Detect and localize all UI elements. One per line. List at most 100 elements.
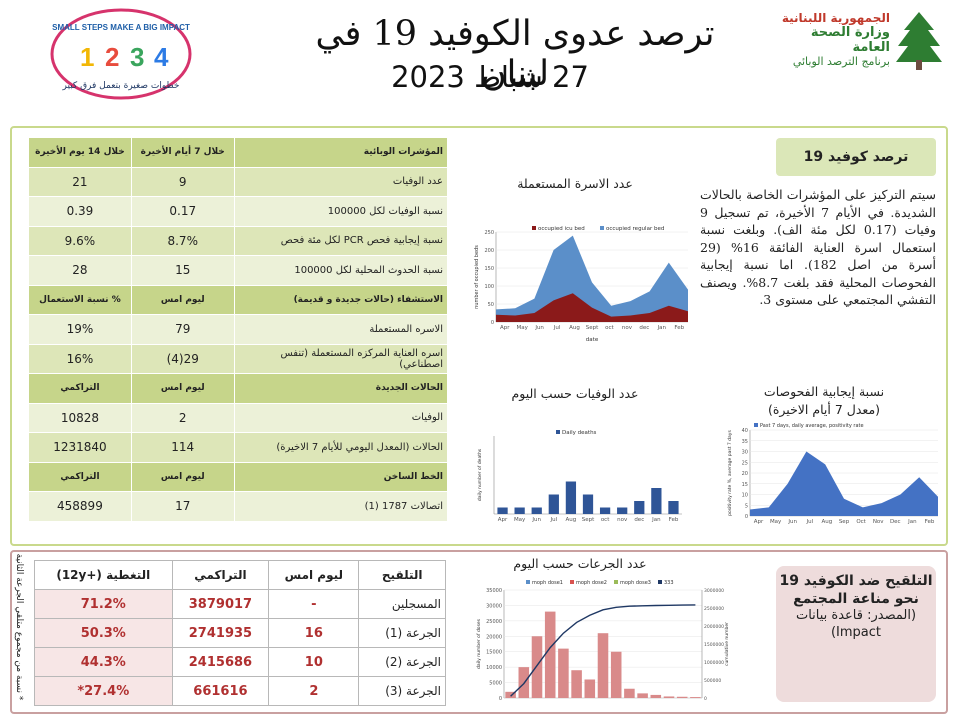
table-header-cell: ليوم امس bbox=[268, 560, 360, 590]
campaign-en-text: SMALL STEPS MAKE A BIG IMPACT bbox=[52, 23, 190, 32]
table-cell: 2741935 bbox=[171, 618, 270, 648]
x-tick-label: dec bbox=[639, 325, 649, 331]
table-header-cell: التغطية (+12y) bbox=[34, 560, 173, 590]
coverage-footnote-text: * نسبة من مجموع متلقي الجرعة الثانية bbox=[14, 553, 24, 701]
x-tick-label: Jun bbox=[787, 519, 797, 525]
svg-text:1: 1 bbox=[80, 42, 94, 72]
x-tick-label: Sept bbox=[582, 517, 595, 523]
table-header-cell: ليوم امس bbox=[130, 461, 235, 492]
table-cell: عدد الوفيات bbox=[233, 166, 449, 197]
bar bbox=[531, 636, 543, 698]
surveillance-panel bbox=[10, 126, 948, 546]
table-cell: 2 bbox=[268, 676, 360, 706]
table-cell: 0.17 bbox=[130, 196, 235, 227]
table-row: الجرعة (1) 16 2741935 50.3% bbox=[34, 618, 446, 648]
svg-text:3: 3 bbox=[130, 42, 144, 72]
bar bbox=[548, 494, 559, 514]
bar bbox=[505, 691, 516, 698]
bar bbox=[531, 507, 542, 514]
y-tick-label: 15000 bbox=[486, 650, 502, 656]
y2-tick-label: 500000 bbox=[704, 678, 721, 684]
legend-swatch bbox=[614, 580, 618, 584]
y-tick-label: 35000 bbox=[486, 588, 502, 594]
legend-label: 333 bbox=[664, 580, 674, 586]
doses-chart-title: عدد الجرعات حسب اليوم bbox=[513, 556, 647, 571]
table-cell: 44.3% bbox=[34, 647, 173, 677]
bar bbox=[584, 679, 596, 698]
y-tick-label: 35 bbox=[742, 439, 748, 445]
table-cell: 16 bbox=[268, 618, 360, 648]
ministry-label: وزارة الصحة العامة bbox=[810, 24, 890, 55]
x-tick-label: Feb bbox=[674, 325, 684, 331]
table-cell: الاسره المستعملة bbox=[233, 314, 449, 345]
table-cell: 8.7% bbox=[130, 225, 235, 256]
x-tick-label: Apr bbox=[498, 517, 508, 523]
bar bbox=[497, 507, 508, 514]
x-tick-label: Nov bbox=[873, 519, 884, 525]
cedar-logo bbox=[896, 12, 942, 70]
table-header-cell: المؤشرات الوبائية bbox=[233, 137, 449, 168]
x-tick-label: May bbox=[770, 519, 782, 525]
x-tick-label: Aug bbox=[566, 517, 577, 523]
table-cell: 29(4) bbox=[130, 343, 235, 374]
vaccination-table: التلقيح ليوم امس التراكمي التغطية (+12y)… bbox=[34, 560, 446, 706]
bar bbox=[558, 648, 569, 698]
x-tick-label: Feb bbox=[925, 519, 935, 525]
legend-swatch-regular bbox=[600, 226, 604, 230]
ministry-name: الجمهورية اللبنانية وزارة الصحة العامة ب… bbox=[770, 11, 890, 68]
x-tick-label: Jul bbox=[805, 519, 813, 525]
table-cell: 2 bbox=[130, 402, 235, 433]
table-header-cell: خلال 14 يوم الأخيرة bbox=[28, 137, 132, 168]
bar bbox=[663, 696, 675, 698]
x-tick-label: Jun bbox=[534, 325, 544, 331]
series-area-positivity bbox=[750, 451, 938, 516]
table-row: الاسره المستعملة 79 19% bbox=[28, 314, 449, 345]
table-cell: 458899 bbox=[28, 491, 132, 522]
y-axis-label: daily number of doses bbox=[476, 618, 482, 669]
x-tick-label: Feb bbox=[669, 517, 679, 523]
table-row: اسره العناية المركزه المستعملة (تنفس اصط… bbox=[28, 343, 449, 374]
table-header-cell: % نسبة الاستعمال bbox=[28, 284, 132, 315]
y2-tick-label: 1500000 bbox=[704, 642, 724, 648]
y-axis-label: positivity rate %, average past 7 days bbox=[727, 430, 733, 516]
table-cell: 21 bbox=[28, 166, 132, 197]
table-row: الجرعة (3) 2 661616 27.4%* bbox=[34, 676, 446, 706]
indicators-table: المؤشرات الوبائية خلال 7 أيام الأخيرة خل… bbox=[28, 137, 449, 522]
x-tick-label: Jul bbox=[549, 517, 557, 523]
table-cell: 79 bbox=[130, 314, 235, 345]
y-tick-label: 5 bbox=[745, 503, 748, 509]
table-cell: المسجلين bbox=[358, 589, 446, 619]
table-row: الحالات (المعدل اليومي للأيام 7 الاخيرة)… bbox=[28, 432, 449, 463]
series-area-regular-bed bbox=[496, 235, 688, 322]
table-header-row: المؤشرات الوبائية خلال 7 أيام الأخيرة خل… bbox=[28, 137, 449, 168]
y-tick-label: 20 bbox=[742, 471, 748, 477]
x-tick-label: Apr bbox=[754, 519, 764, 525]
bar bbox=[599, 507, 611, 514]
table-section-header: الاستشفاء (حالات جديدة و قديمة) ليوم امس… bbox=[28, 284, 449, 315]
deaths-chart: Apr May Jun Jul Aug Sept oct nov dec Jan Feb Daily … bbox=[477, 430, 682, 523]
y-tick-label: 25000 bbox=[486, 619, 502, 625]
table-header-cell: ليوم امس bbox=[130, 373, 235, 404]
positivity-chart-title: نسبة إيجابية الفحوصات bbox=[763, 384, 885, 399]
positivity-chart: 0 5 10 15 20 25 30 35 40 Apr May Jun Jul Aug Sep Oct Nov… bbox=[727, 423, 938, 525]
table-cell: 50.3% bbox=[34, 618, 173, 648]
legend-swatch-positivity bbox=[754, 423, 758, 427]
table-cell: 2415686 bbox=[171, 647, 270, 677]
y2-tick-label: 2500000 bbox=[704, 606, 724, 612]
bar bbox=[617, 507, 628, 514]
table-cell: الحالات (المعدل اليومي للأيام 7 الاخيرة) bbox=[233, 432, 449, 463]
x-tick-label: May bbox=[514, 517, 526, 523]
bar bbox=[597, 633, 609, 698]
republic-label: الجمهورية اللبنانية bbox=[781, 11, 890, 25]
x-tick-label: Aug bbox=[822, 519, 833, 525]
y-tick-label: 0 bbox=[745, 514, 748, 520]
x-tick-label: Aug bbox=[569, 325, 580, 331]
report-date: 27 شباط 2023 bbox=[391, 60, 589, 94]
y-tick-label: 0 bbox=[491, 320, 494, 326]
table-cell: 3879017 bbox=[171, 589, 270, 619]
vaccination-panel bbox=[10, 550, 948, 714]
y-tick-label: 15 bbox=[742, 482, 748, 488]
table-cell: 9.6% bbox=[28, 225, 132, 256]
x-tick-label: oct bbox=[601, 517, 610, 523]
legend-label-deaths: Daily deaths bbox=[562, 430, 597, 436]
